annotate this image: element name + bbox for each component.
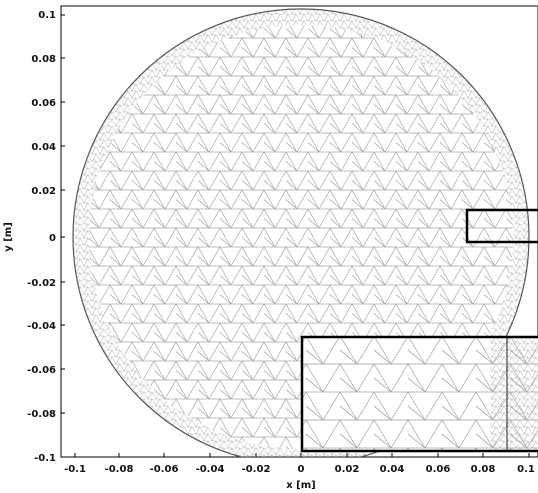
x-axis-label: x [m] [286,480,316,491]
x-tick-label: 0.08 [471,464,496,475]
inset-frame [300,335,538,453]
y-tick-label: 0.02 [31,186,56,197]
y-tick-label: -0.1 [34,453,56,464]
x-tick-label: 0.1 [517,464,535,475]
y-tick-label: 0 [49,233,56,244]
y-tick-label: -0.08 [27,409,56,420]
x-tick-label: -0.1 [64,464,86,475]
y-tick-label: 0.08 [31,54,56,65]
y-axis: 0.1 0.08 0.06 0.04 0.02 0 -0.02 -0.04 -0… [3,10,65,464]
x-tick-label: -0.04 [196,464,225,475]
domain-boundary [72,8,530,457]
x-tick-label: 0.06 [426,464,451,475]
x-tick-label: 0.04 [380,464,405,475]
x-tick-label: -0.02 [242,464,271,475]
x-axis: -0.1 -0.08 -0.06 -0.04 -0.02 0 0.02 0.04… [64,453,535,491]
x-tick-label: 0.02 [335,464,360,475]
y-tick-label: -0.04 [27,321,56,332]
y-tick-label: -0.02 [27,278,56,289]
y-tick-label: -0.06 [27,365,56,376]
highlight-box [465,208,538,244]
y-tick-label: 0.04 [31,142,56,153]
zoom-inset [300,335,538,453]
x-tick-label: -0.06 [150,464,179,475]
y-tick-label: 0.06 [31,98,56,109]
y-tick-label: 0.1 [38,10,56,21]
x-tick-label: -0.08 [105,464,134,475]
x-tick-label: 0 [298,464,305,475]
y-axis-label: y [m] [3,222,14,252]
